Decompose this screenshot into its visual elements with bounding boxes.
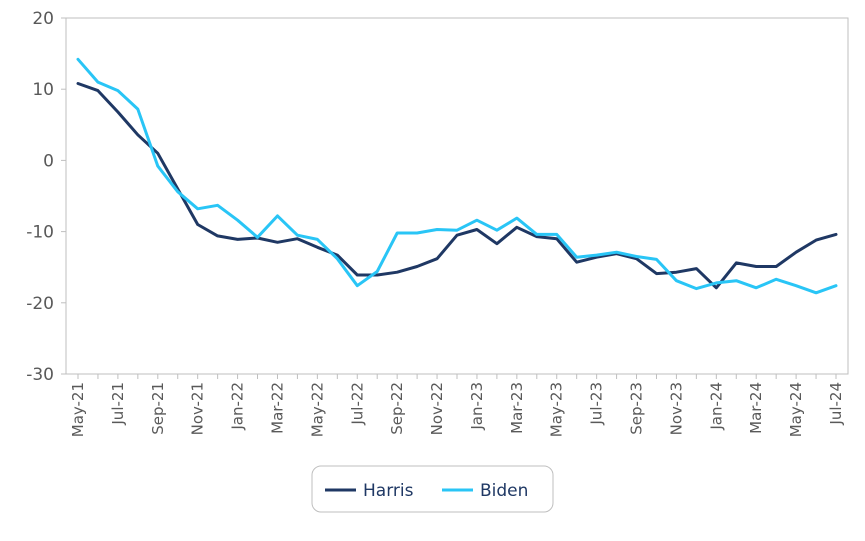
x-tick-label: Jul-22	[348, 382, 366, 426]
x-tick-label: Nov-23	[667, 382, 685, 435]
y-tick-label: -10	[26, 223, 54, 243]
x-tick-label: Nov-21	[189, 382, 207, 435]
x-tick-label: Jul-24	[827, 382, 845, 426]
y-tick-label: -20	[26, 294, 54, 314]
x-tick-label: May-24	[787, 382, 805, 437]
legend-label-harris: Harris	[363, 481, 414, 501]
series-line-harris	[76, 82, 838, 290]
x-tick-label: Sep-22	[388, 382, 406, 435]
x-tick-label: May-23	[548, 382, 566, 437]
x-tick-label: May-22	[308, 382, 326, 437]
y-tick-label: 10	[32, 80, 54, 100]
x-tick-label: Sep-21	[149, 382, 167, 435]
x-tick-label: May-21	[69, 382, 87, 437]
series-line-biden	[76, 57, 838, 295]
x-tick-label: Mar-24	[747, 382, 765, 434]
x-tick-label: Nov-22	[428, 382, 446, 435]
y-tick-label: -30	[26, 365, 54, 385]
x-tick-label: Sep-23	[628, 382, 646, 435]
x-tick-label: Mar-22	[268, 382, 286, 434]
legend: Harris Biden	[311, 465, 554, 513]
x-tick-label: Jul-21	[109, 382, 127, 426]
x-tick-label: Jan-24	[707, 382, 725, 431]
series-lines	[76, 57, 838, 295]
x-tick-label: Jan-22	[229, 382, 247, 431]
axes: 20 10 0 -10 -20 -30 May-21 Jul-21 Sep-21 Nov-21 Ja…	[26, 9, 849, 437]
y-tick-label: 20	[32, 9, 54, 29]
y-tick-label: 0	[43, 151, 54, 171]
x-tick-label: Jan-23	[468, 382, 486, 431]
x-tick-label: Mar-23	[508, 382, 526, 434]
x-tick-label: Jul-23	[588, 382, 606, 426]
legend-label-biden: Biden	[480, 481, 528, 501]
legend-box	[311, 465, 554, 513]
